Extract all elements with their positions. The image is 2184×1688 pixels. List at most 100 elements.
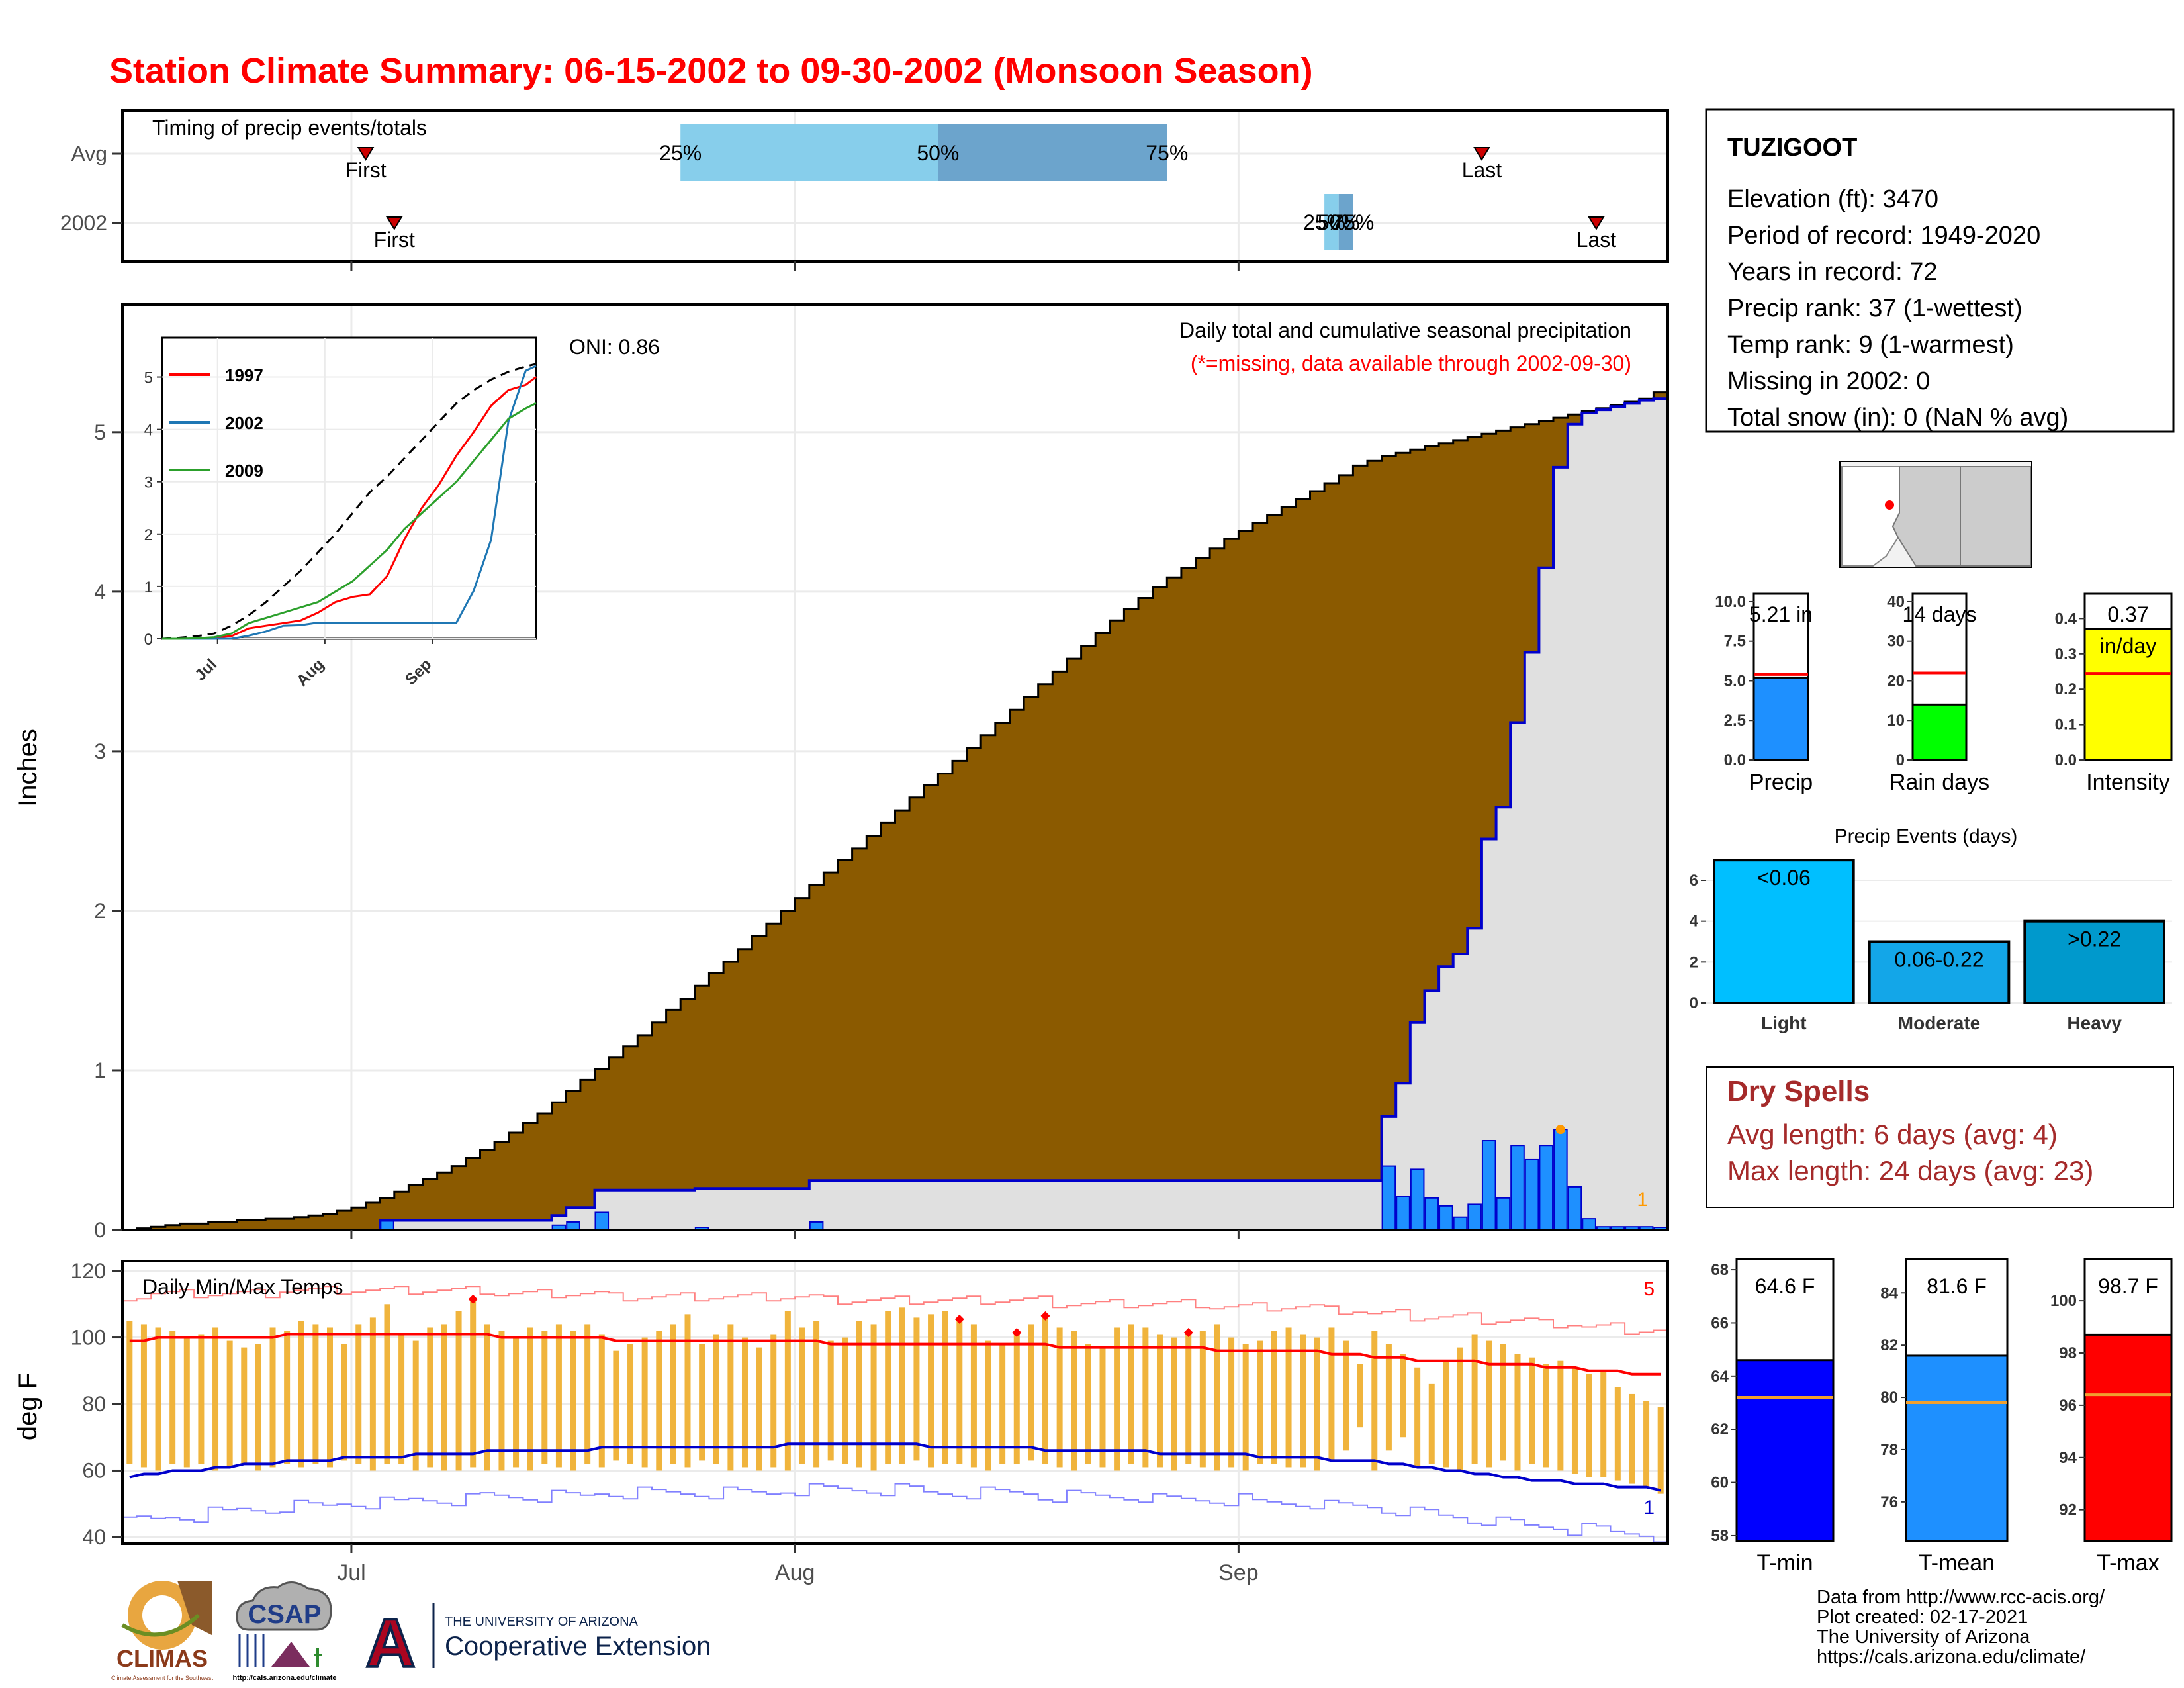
footer-plot-created: Plot created: 02-17-2021 bbox=[1817, 1607, 2028, 1628]
precip-ytick-label-2: 2 bbox=[94, 899, 106, 923]
csap-wordmark: CSAP bbox=[248, 1600, 321, 1629]
temp-bar-21 bbox=[427, 1327, 433, 1468]
station-info-frame bbox=[1705, 108, 2175, 433]
avg-tmin-line bbox=[129, 1442, 1661, 1492]
dry-spells-max: Max length: 24 days (avg: 23) bbox=[1727, 1155, 2093, 1186]
climas-wordmark: CLIMAS bbox=[116, 1645, 208, 1672]
mini-bar-unit-2: in/day bbox=[2100, 634, 2156, 658]
temp-bar-16 bbox=[355, 1324, 362, 1464]
missing-data-dot bbox=[1555, 1125, 1565, 1135]
temp-bar-76 bbox=[1214, 1324, 1220, 1471]
record-high-count: 5 bbox=[1643, 1278, 1655, 1300]
csap-rain-icon bbox=[238, 1634, 265, 1667]
temp-summary-name-2: T-max bbox=[2097, 1550, 2159, 1575]
temp-ytick-label-1: 60 bbox=[82, 1458, 106, 1482]
temp-bar-6 bbox=[212, 1327, 219, 1471]
temp-bar-43 bbox=[741, 1337, 748, 1468]
temp-bar-30 bbox=[555, 1324, 562, 1468]
avg-first-label: First bbox=[345, 158, 386, 182]
record-low-line bbox=[122, 1483, 1668, 1543]
dry-spells-avg: Avg length: 6 days (avg: 4) bbox=[1727, 1119, 2058, 1150]
y2002-50-75-band bbox=[1338, 194, 1353, 250]
dry-spells-box: Dry Spells Avg length: 6 days (avg: 4) M… bbox=[1706, 1066, 2174, 1208]
precip-y-axis-label: Inches bbox=[13, 729, 42, 807]
climas-mesa-icon bbox=[177, 1581, 212, 1635]
event-bar-name-0: Light bbox=[1761, 1013, 1806, 1033]
daily-bar-88 bbox=[1381, 1165, 1396, 1231]
temp-bar-63 bbox=[1028, 1324, 1034, 1461]
csap-url: http://cals.arizona.edu/climate bbox=[232, 1674, 336, 1682]
temperature-summary-bars: 58 60 62 64 66 68 64.6 F T-min 76 78 80 82 84 81.6 F T… bbox=[1711, 1258, 2173, 1575]
temp-bar-39 bbox=[684, 1314, 691, 1468]
temp-bar-101 bbox=[1571, 1367, 1578, 1474]
climas-subtitle: Climate Assessment for the Southwest bbox=[111, 1675, 214, 1681]
precip-events-bars: 0 2 4 6 <0.06 Light 0.06-0.22 Moderate >0.22 Heav… bbox=[1690, 856, 2172, 1033]
avg-tmax-line bbox=[129, 1333, 1661, 1376]
temp-bar-98 bbox=[1529, 1357, 1535, 1464]
mini-bar-1-ytick-label-2: 20 bbox=[1887, 672, 1905, 690]
precip-y-axis: 0 1 2 3 4 5 bbox=[94, 420, 122, 1242]
y2002-pct-label-1: 50% bbox=[1318, 211, 1360, 234]
ua-logo-background bbox=[361, 1605, 420, 1668]
temp-summary-1-ytick-label-4: 84 bbox=[1880, 1284, 1898, 1302]
daily-bar-98 bbox=[1524, 1158, 1539, 1231]
temp-bar-74 bbox=[1185, 1334, 1192, 1464]
mini-bar-2-ytick-label-3: 0.3 bbox=[2055, 645, 2077, 663]
footer-university: The University of Arizona bbox=[1817, 1626, 2030, 1648]
temp-bar-78 bbox=[1242, 1344, 1249, 1471]
station-years: Years in record: 72 bbox=[1727, 258, 1938, 286]
temp-bar-35 bbox=[627, 1344, 634, 1464]
inset-legend: 1997 2002 2009 bbox=[169, 365, 263, 481]
inset-ytick-label-0: 0 bbox=[144, 631, 153, 649]
temp-bar-77 bbox=[1228, 1337, 1235, 1468]
mini-bar-value-0: 5.21 in bbox=[1749, 602, 1813, 626]
event-bar-label-1: 0.06-0.22 bbox=[1894, 948, 1983, 972]
temp-summary-bar-1 bbox=[1905, 1354, 2009, 1542]
daily-bar-33 bbox=[594, 1211, 610, 1231]
y2002-first-label: First bbox=[374, 228, 415, 252]
y2002-last-marker bbox=[1588, 216, 1605, 230]
temp-bar-33 bbox=[598, 1334, 605, 1468]
temp-panel-background bbox=[122, 1261, 1668, 1544]
temp-summary-2-ytick-label-2: 96 bbox=[2059, 1397, 2077, 1415]
cumulative-2002-line bbox=[122, 397, 1668, 1231]
temp-summary-1-ytick-label-0: 76 bbox=[1880, 1493, 1898, 1511]
timing-row-avg: Avg bbox=[71, 142, 107, 165]
avg-pct-label-2: 75% bbox=[1146, 141, 1188, 165]
temp-summary-value-1: 81.6 F bbox=[1927, 1274, 1987, 1298]
record-high-dot-4 bbox=[1183, 1328, 1193, 1338]
daily-bar-97 bbox=[1510, 1145, 1525, 1231]
daily-bar-99 bbox=[1539, 1145, 1554, 1231]
x-tick-label-0: Jul bbox=[337, 1560, 365, 1585]
inset-ytick-label-1: 1 bbox=[144, 579, 153, 596]
temp-bar-65 bbox=[1056, 1327, 1063, 1468]
temp-bar-47 bbox=[799, 1327, 805, 1464]
mini-bar-value-1: 14 days bbox=[1902, 602, 1976, 626]
temp-summary-1-ytick-label-1: 78 bbox=[1880, 1441, 1898, 1459]
temp-bar-44 bbox=[756, 1347, 762, 1471]
temp-bar-19 bbox=[398, 1334, 405, 1464]
csap-mountain-icon bbox=[271, 1642, 310, 1667]
dry-spells-title: Dry Spells bbox=[1727, 1075, 1870, 1107]
daily-bar-93 bbox=[1453, 1216, 1468, 1231]
temp-bar-36 bbox=[641, 1337, 648, 1468]
temp-panel-frame bbox=[121, 1260, 1669, 1545]
temp-summary-name-1: T-mean bbox=[1919, 1550, 1995, 1575]
mini-bar-0-ytick-label-1: 2.5 bbox=[1724, 712, 1746, 729]
mini-bar-1-ytick-label-0: 0 bbox=[1896, 751, 1905, 769]
precip-events-chart: Precip Events (days) 0 2 4 6 <0.06 Light 0.06-… bbox=[1690, 825, 2172, 1033]
temp-bar-106 bbox=[1643, 1400, 1650, 1487]
temp-bar-68 bbox=[1099, 1347, 1106, 1468]
ua-block-a-icon: A bbox=[365, 1605, 415, 1682]
precip-panel: 0 1 2 3 4 5 Inches Daily total and cumulative… bbox=[13, 303, 1669, 1242]
temp-bar-94 bbox=[1471, 1334, 1478, 1464]
csap-logo: CSAP http://cals.arizona.edu/climate bbox=[232, 1581, 337, 1682]
temp-bar-31 bbox=[570, 1331, 576, 1471]
events-ytick-label-1: 2 bbox=[1690, 953, 1698, 971]
avg-last-label: Last bbox=[1462, 158, 1502, 182]
temp-summary-0-ytick-label-5: 68 bbox=[1711, 1261, 1729, 1279]
avg-cumulative-line bbox=[122, 391, 1668, 1231]
footer-data-source: Data from http://www.rcc-acis.org/ bbox=[1817, 1587, 2105, 1608]
